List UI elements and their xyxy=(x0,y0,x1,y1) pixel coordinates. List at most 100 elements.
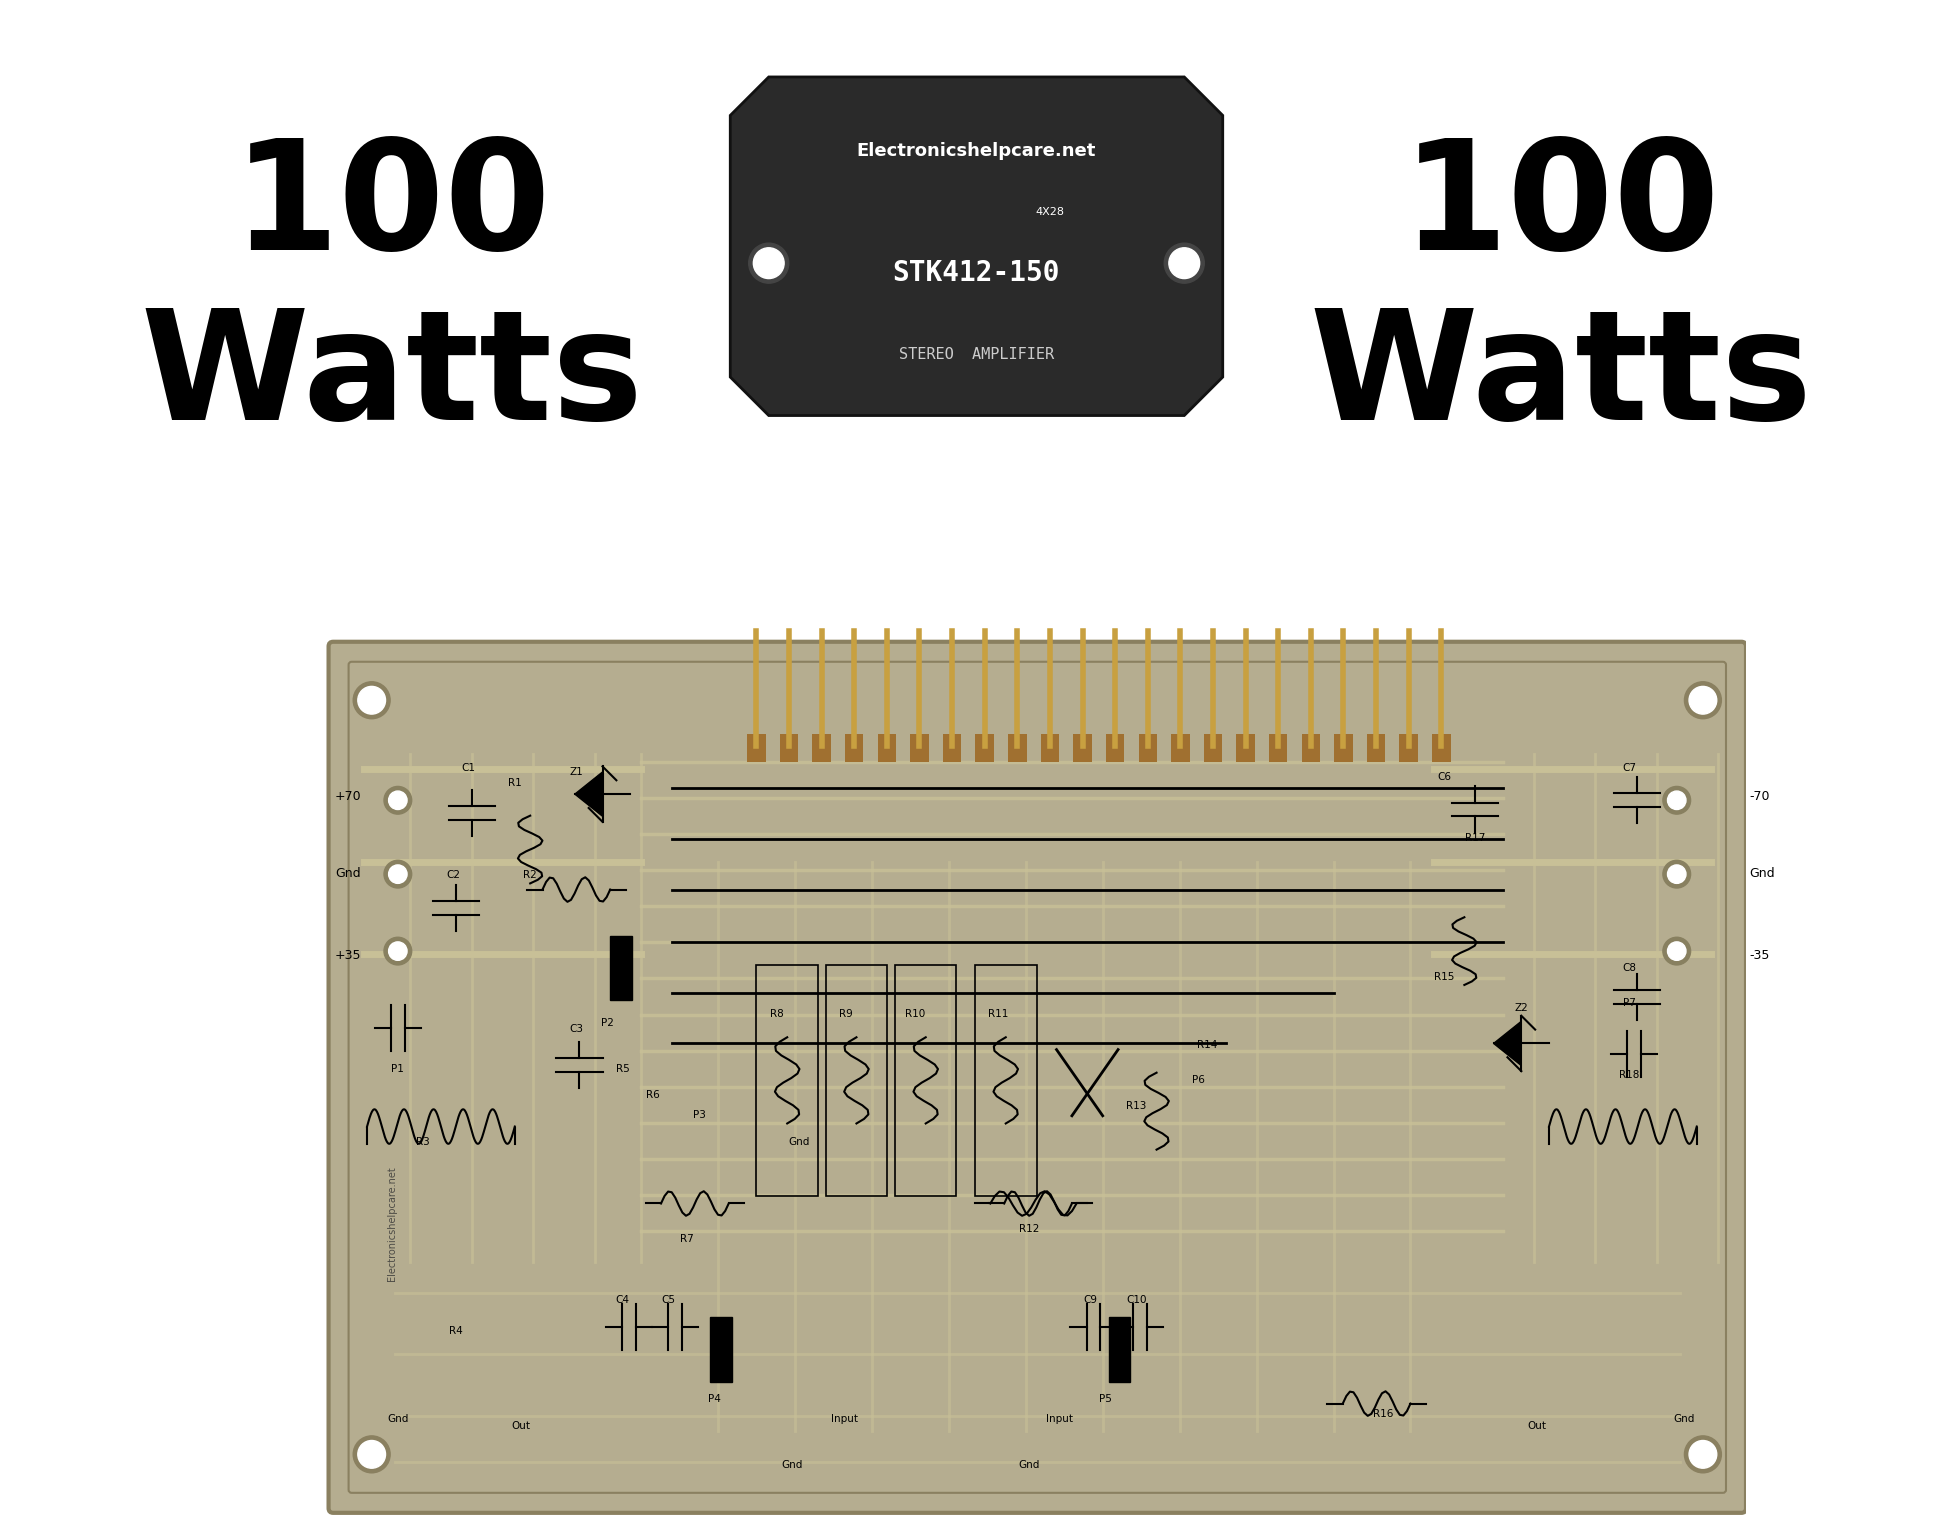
Text: Gnd: Gnd xyxy=(789,1137,810,1147)
Text: R15: R15 xyxy=(1434,973,1455,982)
Text: P1: P1 xyxy=(391,1065,404,1074)
Text: Gnd: Gnd xyxy=(1018,1461,1039,1470)
Bar xyxy=(756,965,818,1196)
Bar xyxy=(1041,734,1059,762)
Bar xyxy=(609,936,631,1000)
Text: STK412-150: STK412-150 xyxy=(893,260,1060,288)
Text: P5: P5 xyxy=(1100,1394,1111,1404)
Text: R18: R18 xyxy=(1619,1071,1639,1080)
Text: C5: C5 xyxy=(662,1296,676,1305)
Bar xyxy=(975,965,1037,1196)
Text: STEREO  AMPLIFIER: STEREO AMPLIFIER xyxy=(898,348,1055,362)
Text: +35: +35 xyxy=(334,950,361,962)
Bar xyxy=(812,734,830,762)
Bar xyxy=(1367,734,1385,762)
Bar xyxy=(1432,734,1451,762)
Text: R4: R4 xyxy=(449,1327,463,1336)
Text: R1: R1 xyxy=(508,779,521,788)
Circle shape xyxy=(748,243,789,283)
Text: R9: R9 xyxy=(838,1010,853,1019)
Text: C2: C2 xyxy=(445,871,461,880)
Text: P3: P3 xyxy=(693,1111,705,1120)
Circle shape xyxy=(1662,786,1691,814)
Text: R17: R17 xyxy=(1465,834,1486,843)
Text: R5: R5 xyxy=(615,1065,629,1074)
Text: Gnd: Gnd xyxy=(1674,1414,1695,1424)
Text: Gnd: Gnd xyxy=(387,1414,408,1424)
Bar xyxy=(826,965,887,1196)
Text: R11: R11 xyxy=(988,1010,1008,1019)
Bar xyxy=(894,965,957,1196)
Circle shape xyxy=(357,1441,385,1468)
Text: Electronicshelpcare.net: Electronicshelpcare.net xyxy=(857,143,1096,160)
Bar xyxy=(1172,734,1189,762)
Text: P4: P4 xyxy=(709,1394,721,1404)
Text: P6: P6 xyxy=(1191,1076,1205,1085)
FancyBboxPatch shape xyxy=(328,642,1746,1513)
Text: C10: C10 xyxy=(1127,1296,1146,1305)
Text: C3: C3 xyxy=(570,1025,584,1034)
Circle shape xyxy=(389,791,406,810)
Bar xyxy=(1008,734,1027,762)
Text: Out: Out xyxy=(512,1422,531,1431)
Circle shape xyxy=(385,786,412,814)
Text: P7: P7 xyxy=(1623,999,1635,1008)
Text: -35: -35 xyxy=(1750,950,1769,962)
Text: C6: C6 xyxy=(1437,773,1451,782)
Text: R13: R13 xyxy=(1127,1102,1146,1111)
Text: R16: R16 xyxy=(1373,1410,1392,1419)
Text: R2: R2 xyxy=(523,871,537,880)
Circle shape xyxy=(385,937,412,965)
Text: C7: C7 xyxy=(1623,763,1637,773)
Circle shape xyxy=(1662,860,1691,888)
Polygon shape xyxy=(574,773,603,816)
Bar xyxy=(1334,734,1353,762)
Circle shape xyxy=(1683,682,1721,719)
Text: 100: 100 xyxy=(232,134,551,282)
Circle shape xyxy=(1668,791,1685,810)
Text: R6: R6 xyxy=(646,1091,660,1100)
Bar xyxy=(1203,734,1223,762)
Circle shape xyxy=(754,248,783,279)
Text: -70: -70 xyxy=(1750,791,1769,803)
Bar xyxy=(1109,1317,1131,1382)
Bar xyxy=(910,734,930,762)
Circle shape xyxy=(1668,865,1685,883)
Circle shape xyxy=(385,860,412,888)
Bar xyxy=(1400,734,1418,762)
Circle shape xyxy=(353,1436,391,1473)
Text: +70: +70 xyxy=(334,791,361,803)
Bar xyxy=(711,1317,732,1382)
Text: Input: Input xyxy=(830,1414,857,1424)
Circle shape xyxy=(1170,248,1199,279)
Text: Z2: Z2 xyxy=(1514,1003,1527,1013)
Bar xyxy=(1105,734,1125,762)
Circle shape xyxy=(389,942,406,960)
Bar xyxy=(877,734,896,762)
Circle shape xyxy=(1689,1441,1717,1468)
Text: Watts: Watts xyxy=(141,303,643,451)
Text: C1: C1 xyxy=(461,763,477,773)
Text: Gnd: Gnd xyxy=(1750,868,1775,880)
Text: Input: Input xyxy=(1047,1414,1072,1424)
Bar xyxy=(943,734,961,762)
Text: P2: P2 xyxy=(602,1019,613,1028)
Bar xyxy=(975,734,994,762)
Text: 100: 100 xyxy=(1402,134,1721,282)
Text: C4: C4 xyxy=(615,1296,629,1305)
Bar xyxy=(1236,734,1256,762)
Circle shape xyxy=(353,682,391,719)
Text: Gnd: Gnd xyxy=(336,868,361,880)
Text: R7: R7 xyxy=(680,1234,693,1244)
Text: C9: C9 xyxy=(1084,1296,1098,1305)
Bar xyxy=(748,734,766,762)
Bar xyxy=(779,734,799,762)
Polygon shape xyxy=(1494,1022,1521,1065)
Text: Gnd: Gnd xyxy=(781,1461,803,1470)
Polygon shape xyxy=(730,77,1223,416)
Circle shape xyxy=(389,865,406,883)
Text: R8: R8 xyxy=(769,1010,783,1019)
Text: R12: R12 xyxy=(1019,1225,1039,1234)
Bar xyxy=(1139,734,1156,762)
Text: Electronicshelpcare.net: Electronicshelpcare.net xyxy=(387,1167,396,1280)
